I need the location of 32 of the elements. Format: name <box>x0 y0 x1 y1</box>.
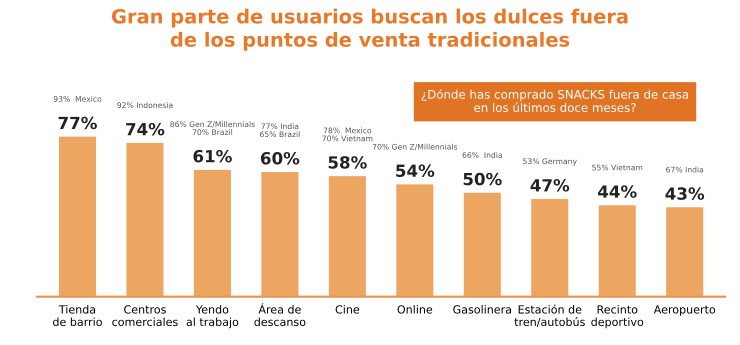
data-label: 61% <box>194 150 232 162</box>
data-label: 77% <box>58 116 97 130</box>
chart-subtitle: ¿Dónde has comprado SNACKS fuera de casa en los últimos doce meses? <box>422 89 688 112</box>
x-tick-label: Estación de tren/autobús <box>514 304 585 327</box>
data-label: 50% <box>464 172 502 186</box>
x-tick-label: Gasolinera <box>453 305 512 314</box>
bar <box>194 170 231 297</box>
bar <box>464 192 501 297</box>
bar <box>666 207 704 297</box>
x-tick-label: Tienda de barrio <box>53 305 102 326</box>
bar <box>396 184 434 297</box>
x-tick-label: Online <box>398 305 432 314</box>
bar <box>598 205 636 297</box>
x-tick-label: Centros comerciales <box>112 305 178 326</box>
x-tick-label: Área de descanso <box>254 303 306 326</box>
data-label: 43% <box>666 187 704 200</box>
bar <box>126 142 164 297</box>
x-tick-label: Recinto deportivo <box>591 305 644 328</box>
x-tick-label: Cine <box>336 305 360 314</box>
data-label: 58% <box>328 156 367 169</box>
data-label: 47% <box>530 178 570 192</box>
chart-title: Gran parte de usuarios buscan los dulces fuera de los puntos de venta tradicionales <box>112 8 628 51</box>
x-tick-label: Aeropuerto <box>654 305 716 316</box>
data-label: 74% <box>126 122 164 136</box>
data-label: 60% <box>260 152 300 165</box>
bar <box>58 136 96 297</box>
bar <box>328 176 366 297</box>
x-tick-label: Yendo al trabajo <box>186 305 238 328</box>
data-label: 44% <box>598 185 637 198</box>
data-label: 54% <box>396 164 434 178</box>
bar <box>261 172 298 297</box>
bar <box>531 198 568 297</box>
